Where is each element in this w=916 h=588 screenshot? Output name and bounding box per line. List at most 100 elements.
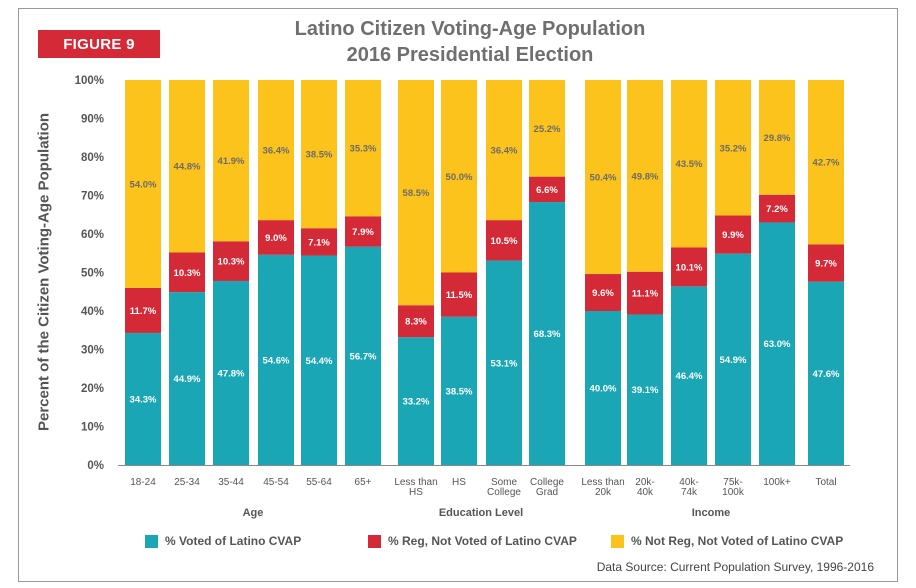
data-label-voted: 38.5%: [446, 386, 473, 397]
data-label-reg-not-voted: 9.7%: [815, 259, 837, 270]
bar-segment-reg-not-voted: [671, 247, 707, 287]
bar-segment-voted: [169, 292, 205, 465]
x-tick-label: 25-34: [174, 477, 200, 488]
x-tick-label: 45-54: [263, 477, 289, 488]
x-tick-label: Less than: [581, 477, 624, 488]
data-label-not-reg: 29.8%: [764, 133, 791, 144]
y-tick-label: 60%: [81, 229, 104, 241]
bar-segment-voted: [301, 255, 337, 465]
bar-segment-reg-not-voted: [441, 272, 477, 317]
y-tick-label: 10%: [81, 422, 104, 434]
data-label-reg-not-voted: 10.3%: [218, 257, 245, 268]
x-tick-label: College: [487, 487, 521, 498]
bar-segment-reg-not-voted: [258, 220, 294, 255]
bar-segment-not-reg: [301, 80, 337, 229]
data-label-voted: 44.9%: [174, 374, 201, 385]
bar-segment-not-reg: [169, 80, 205, 253]
data-label-not-reg: 42.7%: [813, 158, 840, 169]
data-label-reg-not-voted: 9.9%: [722, 230, 744, 241]
chart-title-line-2: 2016 Presidential Election: [346, 44, 594, 66]
bar-segment-voted: [671, 286, 707, 465]
data-label-not-reg: 25.2%: [534, 124, 561, 135]
data-label-voted: 53.1%: [491, 358, 518, 369]
x-tick-label: 20k: [595, 487, 612, 498]
bar-segment-not-reg: [125, 80, 161, 288]
y-tick-label: 100%: [75, 75, 104, 87]
bar-segment-voted: [398, 337, 434, 465]
x-tick-label: 40k-: [679, 477, 698, 488]
x-tick-label: HS: [452, 477, 466, 488]
legend-label-voted: % Voted of Latino CVAP: [165, 534, 302, 548]
legend-label-reg-not-voted: % Reg, Not Voted of Latino CVAP: [388, 534, 577, 548]
data-label-voted: 54.9%: [720, 355, 747, 366]
data-label-reg-not-voted: 10.3%: [174, 268, 201, 279]
data-label-voted: 46.4%: [676, 371, 703, 382]
chart-title: Latino Citizen Voting-Age Population 201…: [260, 16, 680, 68]
bar-segment-voted: [627, 314, 663, 465]
data-label-reg-not-voted: 8.3%: [405, 317, 427, 328]
x-tick-label: Some: [491, 477, 518, 488]
bar-segment-reg-not-voted: [398, 305, 434, 338]
x-tick-label: 75k-: [723, 477, 742, 488]
bar-segment-not-reg: [627, 80, 663, 272]
legend-swatch-voted: [145, 534, 158, 548]
x-tick-label: College: [530, 477, 564, 488]
bar-segment-voted: [585, 311, 621, 465]
data-label-not-reg: 54.0%: [130, 179, 157, 190]
data-label-not-reg: 50.0%: [446, 172, 473, 183]
data-label-reg-not-voted: 10.1%: [676, 262, 703, 273]
data-label-voted: 68.3%: [534, 329, 561, 340]
x-tick-label: HS: [409, 487, 423, 498]
data-label-not-reg: 43.5%: [676, 159, 703, 170]
bar-segment-not-reg: [671, 80, 707, 248]
bar-segment-reg-not-voted: [759, 194, 795, 223]
bar-segment-reg-not-voted: [345, 216, 381, 247]
y-tick-label: 70%: [81, 191, 104, 203]
legend-label-not-reg: % Not Reg, Not Voted of Latino CVAP: [631, 534, 844, 548]
bar-segment-not-reg: [398, 80, 434, 306]
figure-badge: FIGURE 9: [38, 30, 160, 58]
x-tick-label: 55-64: [306, 477, 332, 488]
x-tick-label: 74k: [681, 487, 698, 498]
bar-segment-voted: [759, 222, 795, 465]
data-label-not-reg: 36.4%: [263, 146, 290, 157]
bar-segment-not-reg: [715, 80, 751, 216]
data-label-reg-not-voted: 11.7%: [130, 306, 157, 317]
bar-segment-not-reg: [345, 80, 381, 217]
y-tick-label: 40%: [81, 306, 104, 318]
legend: % Voted of Latino CVAP % Reg, Not Voted …: [0, 534, 916, 554]
bar-segment-reg-not-voted: [529, 176, 565, 203]
data-label-reg-not-voted: 7.9%: [352, 227, 374, 238]
bar-segment-voted: [529, 202, 565, 466]
x-tick-label: Total: [815, 477, 836, 488]
bar-segment-not-reg: [258, 80, 294, 221]
data-label-reg-not-voted: 7.1%: [308, 237, 330, 248]
bar-segment-voted: [345, 246, 381, 465]
x-tick-label: 100k: [722, 487, 745, 498]
bar-segment-reg-not-voted: [301, 228, 337, 256]
x-tick-label: 40k: [637, 487, 654, 498]
legend-swatch-reg-not-voted: [368, 534, 381, 548]
x-tick-label: Grad: [536, 487, 558, 498]
y-tick-label: 80%: [81, 152, 104, 164]
x-tick-label: 35-44: [218, 477, 244, 488]
bar-segment-reg-not-voted: [486, 220, 522, 261]
data-label-not-reg: 35.3%: [350, 144, 377, 155]
bar-segment-reg-not-voted: [808, 244, 844, 282]
data-label-voted: 34.3%: [130, 394, 157, 405]
bar-segment-not-reg: [529, 80, 565, 177]
bar-segment-reg-not-voted: [627, 271, 663, 315]
bar-segment-voted: [808, 281, 844, 465]
data-label-voted: 47.6%: [813, 369, 840, 380]
data-label-not-reg: 36.4%: [491, 146, 518, 157]
bar-segment-not-reg: [759, 80, 795, 195]
data-label-voted: 54.6%: [263, 355, 290, 366]
data-label-not-reg: 41.9%: [218, 156, 245, 167]
legend-item-voted: % Voted of Latino CVAP: [145, 534, 301, 548]
data-label-reg-not-voted: 11.5%: [446, 290, 473, 301]
bar-segment-reg-not-voted: [169, 252, 205, 293]
bar-segment-reg-not-voted: [715, 215, 751, 254]
x-tick-label: 20k-: [635, 477, 654, 488]
bar-segment-voted: [486, 260, 522, 465]
data-label-voted: 54.4%: [306, 356, 333, 367]
